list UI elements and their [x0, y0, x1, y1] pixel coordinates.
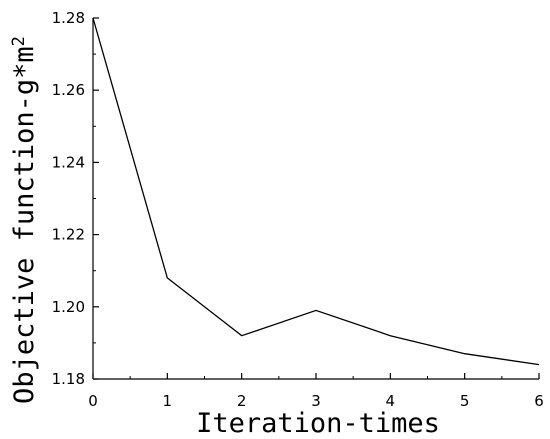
x-tick-label: 1 [163, 392, 173, 410]
y-tick-label: 1.24 [52, 153, 85, 171]
x-tick-label: 0 [88, 392, 98, 410]
x-tick-label: 3 [311, 392, 321, 410]
x-ticks: 0 1 2 3 4 5 6 [88, 373, 544, 410]
axes [92, 18, 539, 380]
x-tick-label: 2 [237, 392, 247, 410]
y-axis-title-superscript: 2 [9, 36, 29, 46]
x-axis-title: Iteration-times [196, 408, 440, 439]
y-axis-title-text: Objective function-g*m [9, 46, 40, 404]
x-tick-label: 5 [460, 392, 470, 410]
y-tick-label: 1.28 [52, 9, 85, 27]
y-tick-label: 1.18 [52, 370, 85, 388]
y-tick-label: 1.26 [52, 81, 85, 99]
y-tick-label: 1.20 [52, 298, 85, 316]
y-axis-title: Objective function-g*m2 [9, 36, 40, 404]
y-tick-label: 1.22 [52, 226, 85, 244]
y-ticks: 1.18 1.20 1.22 1.24 1.26 1.28 [52, 9, 99, 388]
series-line [92, 17, 540, 366]
x-tick-label: 4 [386, 392, 396, 410]
x-tick-label: 6 [534, 392, 544, 410]
